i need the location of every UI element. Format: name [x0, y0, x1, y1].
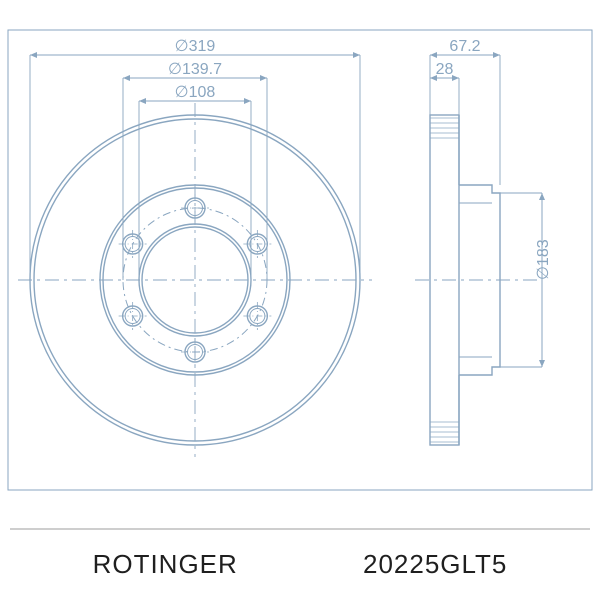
part-number: 20225GLT5 [363, 549, 507, 580]
divider-line [0, 528, 600, 530]
svg-text:∅108: ∅108 [175, 84, 216, 101]
svg-text:67.2: 67.2 [449, 38, 480, 55]
svg-text:∅183: ∅183 [535, 239, 552, 280]
svg-text:28: 28 [436, 61, 454, 78]
svg-text:∅319: ∅319 [175, 38, 216, 55]
brand-label: ROTINGER [93, 549, 238, 580]
footer-row: ROTINGER 20225GLT5 [0, 549, 600, 580]
svg-text:∅139.7: ∅139.7 [168, 61, 222, 78]
technical-drawing: ∅319 ∅139.7 ∅108 67.2 28 ∅183 [0, 0, 600, 520]
drawing-container: ∅319 ∅139.7 ∅108 67.2 28 ∅183 ROTINGER 20225G… [0, 0, 600, 600]
